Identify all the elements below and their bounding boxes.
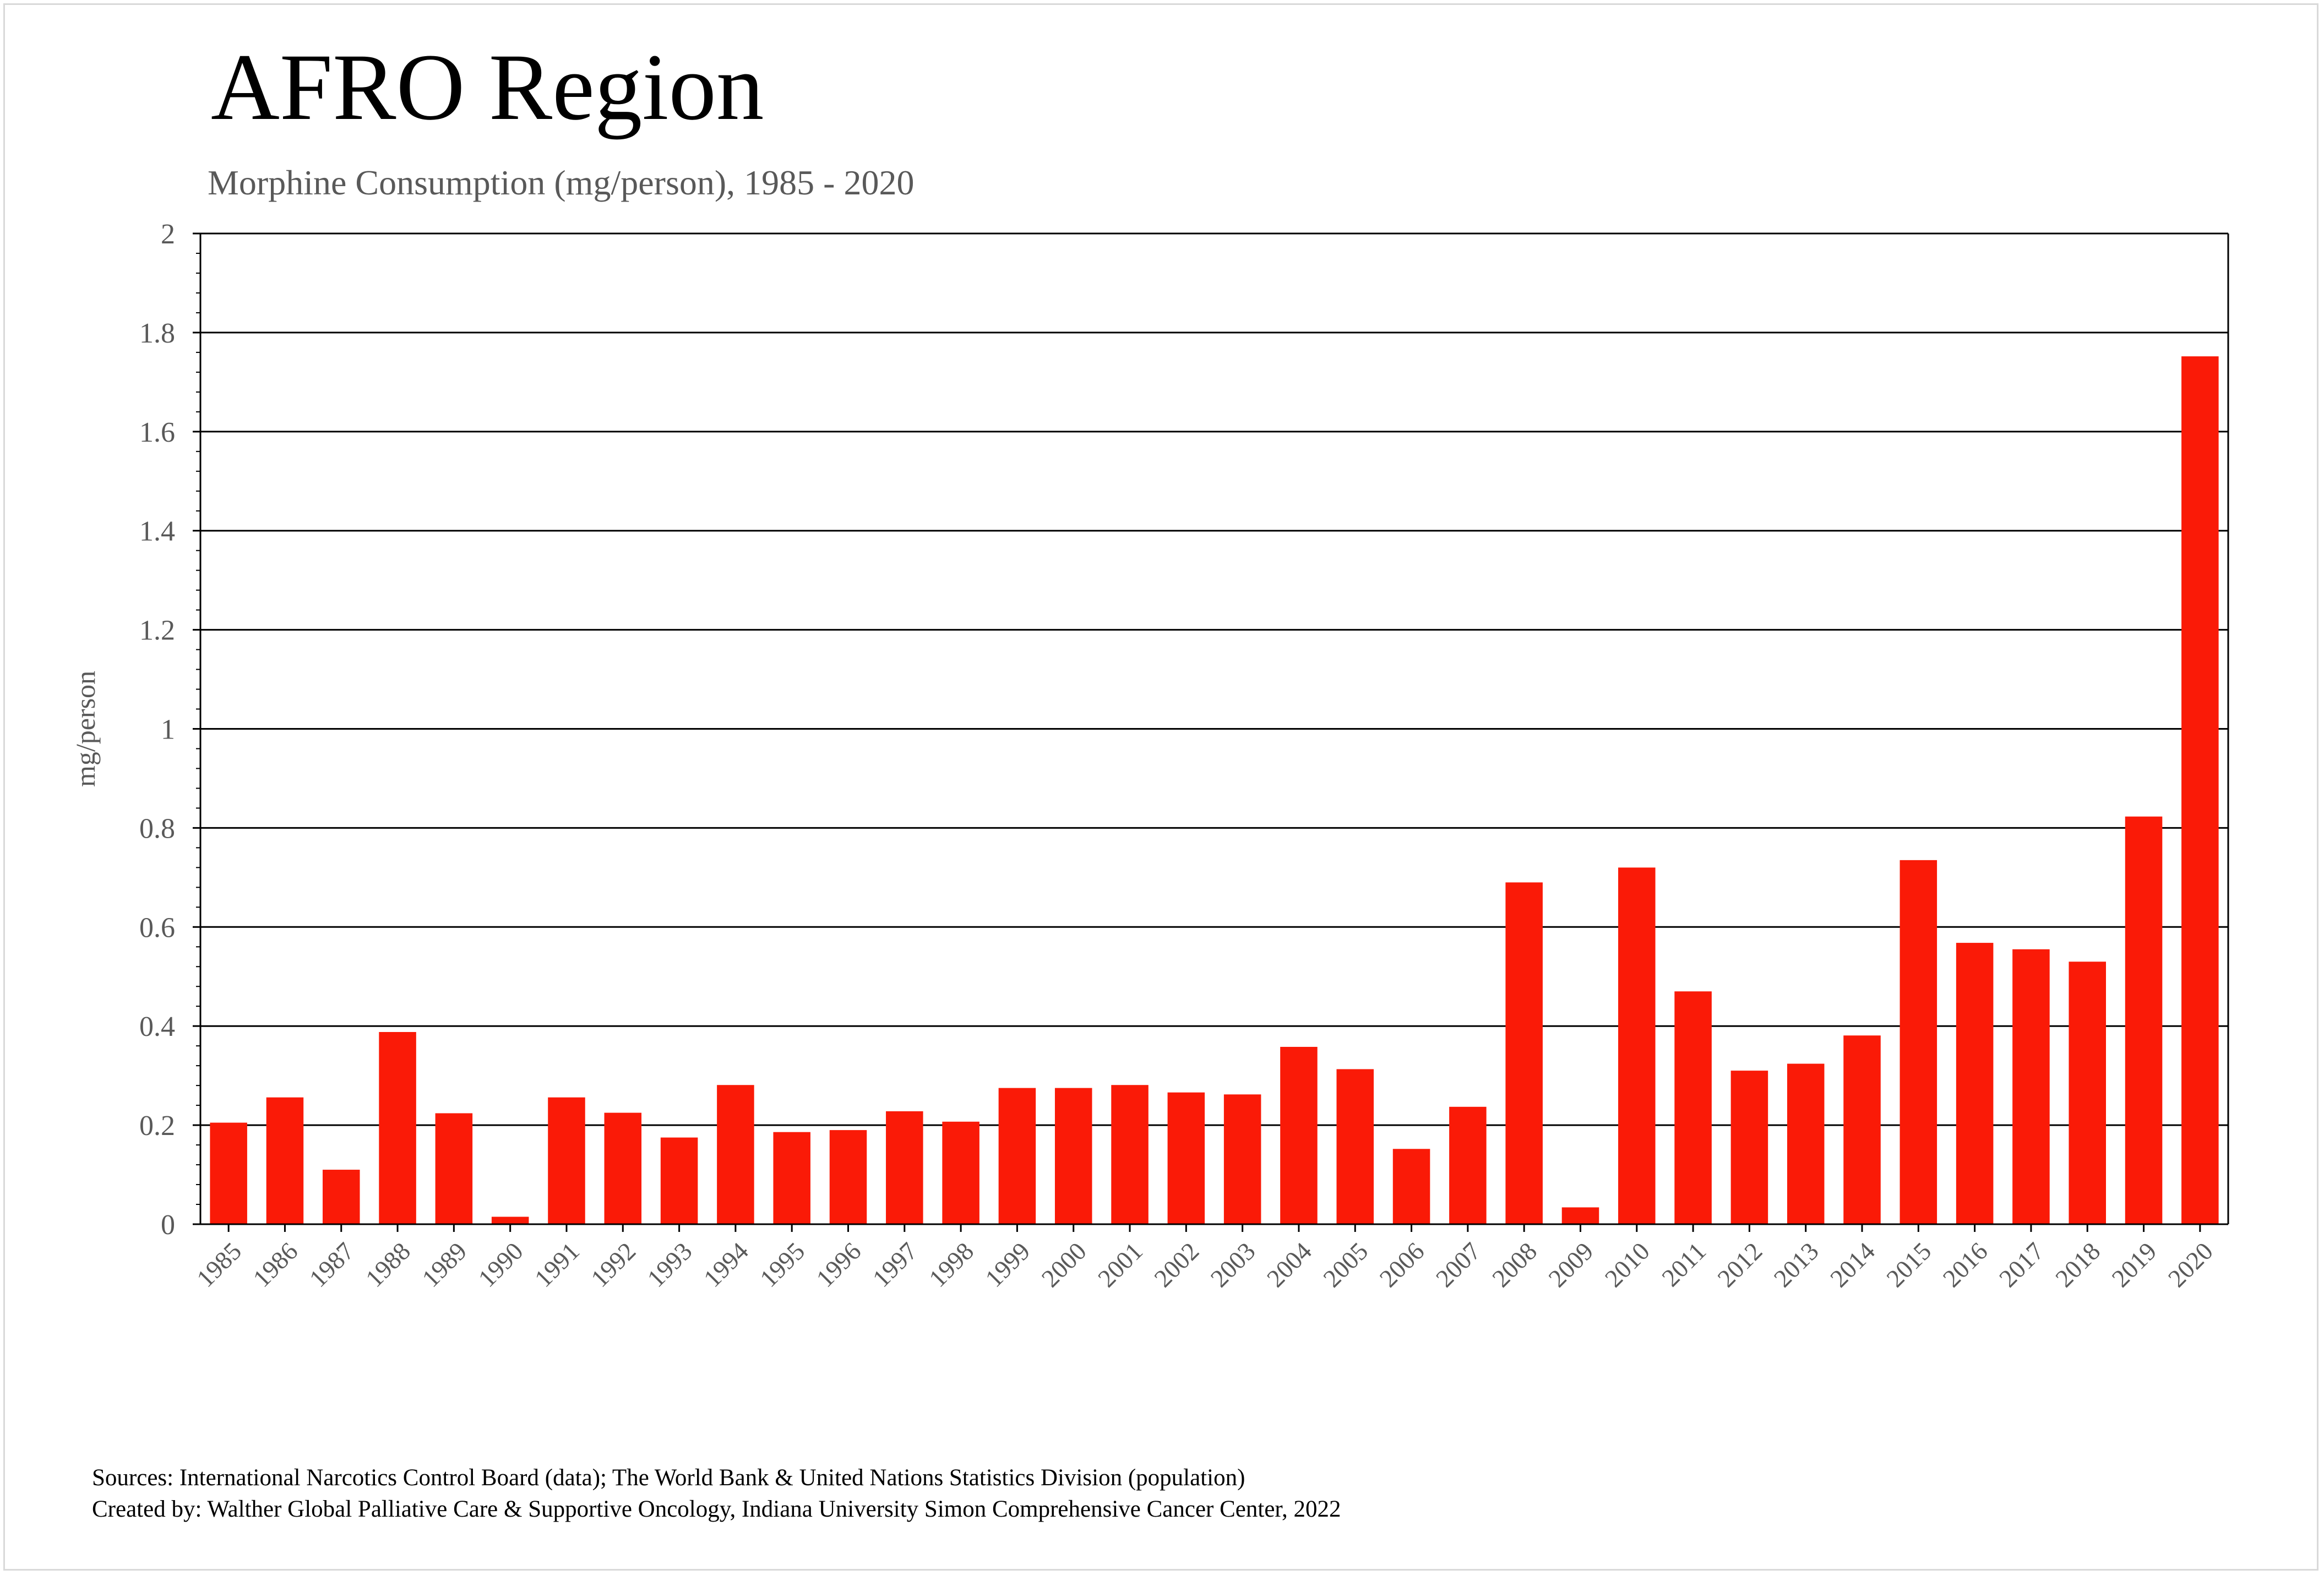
x-tick-label: 2004: [1261, 1237, 1317, 1292]
x-tick-label: 2015: [1881, 1237, 1936, 1292]
y-tick-label: 0.2: [139, 1110, 175, 1142]
x-tick-label: 1998: [923, 1237, 979, 1292]
x-tick-label: 1988: [360, 1237, 416, 1292]
x-tick-label: 1985: [191, 1237, 247, 1292]
y-tick-label: 1: [161, 714, 175, 746]
x-tick-label: 1987: [304, 1237, 360, 1292]
x-tick-label: 2011: [1656, 1237, 1711, 1292]
chart-subtitle: Morphine Consumption (mg/person), 1985 -…: [208, 163, 915, 202]
x-tick-label: 2020: [2163, 1237, 2218, 1292]
bar-2001: [1111, 1085, 1149, 1224]
bar-2002: [1167, 1092, 1205, 1224]
x-tick-label: 1989: [416, 1237, 472, 1292]
bar-2012: [1730, 1071, 1768, 1224]
bar-2010: [1618, 867, 1656, 1224]
bar-2008: [1505, 882, 1543, 1224]
bar-1998: [942, 1121, 979, 1224]
bar-1986: [266, 1097, 304, 1224]
bar-1999: [998, 1088, 1036, 1224]
bar-1994: [717, 1085, 754, 1224]
x-tick-label: 2010: [1599, 1237, 1655, 1292]
gridlines: [200, 232, 2228, 1126]
bar-2007: [1449, 1106, 1487, 1224]
y-axis-title: mg/person: [70, 671, 101, 787]
x-tick-label: 2014: [1825, 1237, 1880, 1292]
y-tick-label: 0.8: [139, 813, 175, 844]
x-tick-label: 1995: [754, 1237, 810, 1292]
x-tick-label: 1993: [642, 1237, 698, 1292]
x-tick-label: 2009: [1543, 1237, 1598, 1292]
y-tick-label: 0.6: [139, 912, 175, 943]
bar-2011: [1674, 991, 1712, 1224]
x-tick-label: 2005: [1318, 1237, 1373, 1292]
bar-2019: [2125, 816, 2163, 1224]
bar-1990: [491, 1216, 529, 1224]
credits-note: Created by: Walther Global Palliative Ca…: [92, 1496, 1341, 1522]
x-tick-label: 2000: [1036, 1237, 1092, 1292]
bar-2009: [1561, 1207, 1599, 1224]
x-tick-label: 2017: [1994, 1237, 2049, 1292]
x-tick-label: 2003: [1205, 1237, 1261, 1292]
x-tick-label: 2006: [1374, 1237, 1430, 1292]
x-tick-label: 2018: [2050, 1237, 2105, 1292]
bar-2017: [2012, 949, 2050, 1224]
bar-1995: [773, 1132, 810, 1224]
bar-2003: [1223, 1094, 1261, 1224]
y-tick-label: 1.4: [139, 516, 175, 547]
bar-2016: [1956, 943, 1994, 1224]
bars: [210, 356, 2219, 1225]
x-tick-label: 2002: [1149, 1237, 1204, 1292]
bar-1996: [829, 1130, 867, 1224]
x-tick-label: 1986: [247, 1237, 303, 1292]
bar-2006: [1392, 1149, 1430, 1224]
bar-1992: [604, 1112, 642, 1224]
x-tick-label: 1992: [585, 1237, 641, 1292]
bar-1993: [660, 1137, 698, 1224]
y-tick-label: 0: [161, 1209, 175, 1241]
x-tick-label: 2008: [1487, 1237, 1542, 1292]
y-tick-label: 0.4: [139, 1011, 175, 1042]
x-tick-label: 2001: [1092, 1237, 1148, 1292]
x-tick-label: 1990: [473, 1237, 529, 1292]
y-tick-label: 1.8: [139, 318, 175, 349]
x-tick-label: 1991: [529, 1237, 585, 1292]
bar-1991: [548, 1097, 585, 1224]
footer: Sources: International Narcotics Control…: [92, 1462, 1341, 1525]
x-tick-label: 2012: [1712, 1237, 1767, 1292]
page-title: AFRO Region: [211, 35, 764, 140]
y-tick-label: 2: [161, 219, 175, 250]
x-tick-label: 2019: [2106, 1237, 2162, 1292]
bar-1985: [210, 1122, 247, 1224]
page-frame: [3, 3, 2318, 1571]
y-tick-label: 1.6: [139, 417, 175, 448]
bar-1989: [435, 1113, 473, 1224]
x-tick-label: 2013: [1768, 1237, 1824, 1292]
bar-2013: [1787, 1063, 1825, 1224]
bar-2020: [2181, 356, 2219, 1225]
sources-note: Sources: International Narcotics Control…: [92, 1465, 1245, 1491]
bar-2018: [2069, 962, 2106, 1224]
x-tick-label: 1996: [810, 1237, 866, 1292]
axes: [193, 232, 2229, 1232]
y-tick-label: 1.2: [139, 615, 175, 647]
bar-1987: [323, 1170, 360, 1224]
x-tick-label: 1994: [698, 1237, 754, 1292]
bar-2015: [1900, 860, 1937, 1224]
bar-2000: [1054, 1088, 1092, 1224]
bar-2005: [1336, 1069, 1374, 1224]
x-tick-label: 1999: [979, 1237, 1035, 1292]
bar-2014: [1843, 1035, 1881, 1224]
bar-2004: [1280, 1046, 1318, 1224]
bar-1988: [379, 1031, 416, 1224]
x-tick-label: 1997: [867, 1237, 923, 1292]
x-tick-label: 2016: [1937, 1237, 1993, 1292]
bar-1997: [886, 1111, 923, 1224]
x-tick-label: 2007: [1430, 1237, 1486, 1292]
